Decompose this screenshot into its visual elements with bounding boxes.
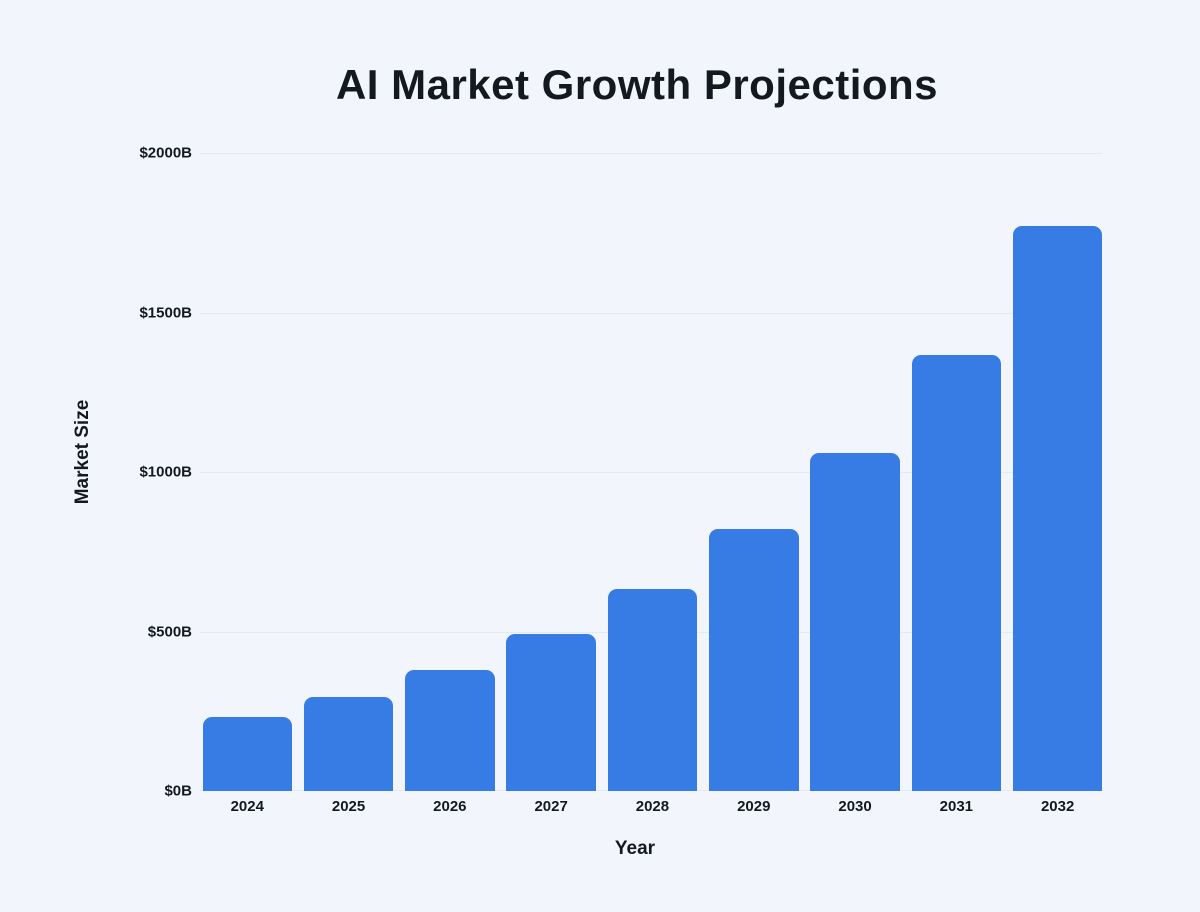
plot-area: $2000B $1500B $1000B $500B $0B 2024 2025 2026 20… bbox=[139, 145, 1103, 815]
gridline-1000 bbox=[200, 472, 1102, 473]
gridline-1500 bbox=[200, 312, 1102, 314]
x-tick-label-2030: 2030 bbox=[838, 798, 872, 815]
x-tick-label-2024: 2024 bbox=[230, 798, 264, 815]
bar-2025 bbox=[303, 697, 394, 791]
bar-2032 bbox=[1012, 225, 1103, 791]
y-tick-label-1000: $1000B bbox=[139, 463, 192, 481]
bar-2028 bbox=[607, 588, 698, 791]
x-axis-label: Year bbox=[614, 838, 656, 859]
bar-2029 bbox=[709, 529, 799, 791]
x-tick-label-2032: 2032 bbox=[1040, 798, 1075, 815]
x-tick-label-2029: 2029 bbox=[737, 798, 771, 815]
y-tick-label-1500: $1500B bbox=[139, 304, 192, 321]
x-tick-label-2026: 2026 bbox=[433, 798, 467, 815]
bar-2024 bbox=[202, 716, 292, 791]
x-tick-label-2028: 2028 bbox=[635, 798, 670, 815]
y-axis-label: Market Size bbox=[72, 399, 93, 505]
bar-2026 bbox=[405, 669, 495, 791]
x-tick-label-2031: 2031 bbox=[939, 798, 974, 815]
bar-2027 bbox=[506, 634, 596, 791]
y-tick-label-500: $500B bbox=[147, 623, 192, 640]
gridline-2000 bbox=[200, 153, 1102, 154]
bar-2030 bbox=[810, 453, 900, 791]
x-tick-label-2025: 2025 bbox=[331, 798, 366, 815]
y-tick-label-2000: $2000B bbox=[139, 144, 192, 162]
x-tick-label-2027: 2027 bbox=[534, 798, 568, 815]
chart-title: AI Market Growth Projections bbox=[335, 61, 939, 108]
bar-2031 bbox=[911, 354, 1002, 791]
y-tick-label-0: $0B bbox=[164, 782, 192, 800]
